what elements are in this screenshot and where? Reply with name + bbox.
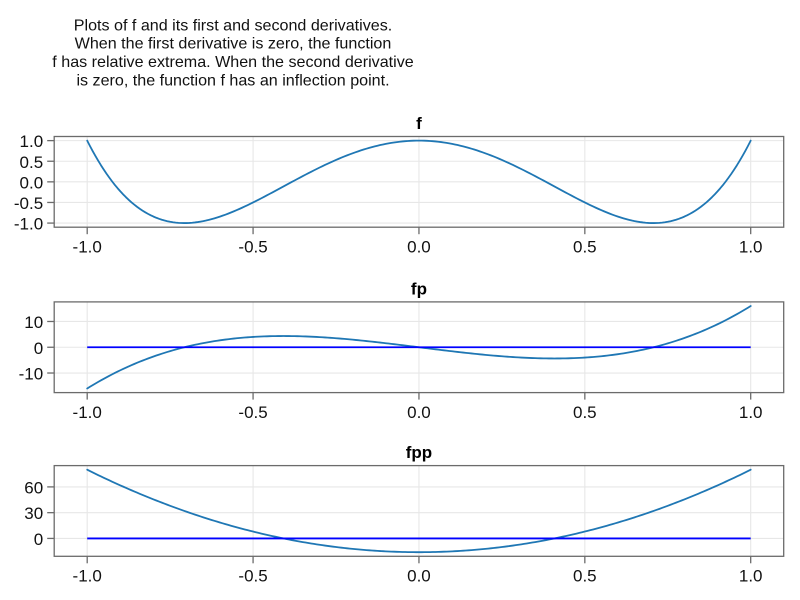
svg-text:-1.0: -1.0 (73, 567, 102, 586)
svg-text:0.5: 0.5 (20, 153, 44, 172)
svg-text:60: 60 (24, 478, 43, 497)
svg-text:-1.0: -1.0 (73, 403, 102, 422)
svg-text:f has relative extrema. When t: f has relative extrema. When the second … (52, 53, 413, 71)
svg-text:10: 10 (24, 313, 43, 332)
svg-text:0.5: 0.5 (573, 238, 597, 257)
svg-text:30: 30 (24, 504, 43, 523)
svg-text:-0.5: -0.5 (238, 567, 267, 586)
svg-text:-0.5: -0.5 (238, 238, 267, 257)
svg-text:-0.5: -0.5 (14, 194, 43, 213)
svg-text:0.5: 0.5 (573, 567, 597, 586)
svg-text:-10: -10 (19, 365, 44, 384)
svg-text:1.0: 1.0 (20, 132, 44, 151)
svg-text:-1.0: -1.0 (14, 215, 43, 234)
svg-text:When the first derivative is z: When the first derivative is zero, the f… (75, 35, 392, 53)
svg-text:0.0: 0.0 (407, 238, 431, 257)
svg-text:1.0: 1.0 (739, 403, 763, 422)
svg-text:-0.5: -0.5 (238, 403, 267, 422)
svg-text:0.0: 0.0 (407, 403, 431, 422)
svg-text:0: 0 (34, 530, 43, 549)
svg-text:1.0: 1.0 (739, 238, 763, 257)
svg-text:Plots of f and its first and s: Plots of f and its first and second deri… (74, 16, 392, 34)
svg-text:fpp: fpp (406, 443, 432, 462)
svg-text:0: 0 (34, 339, 43, 358)
svg-text:is zero, the function f has an: is zero, the function f has an inflectio… (76, 72, 389, 90)
svg-text:1.0: 1.0 (739, 567, 763, 586)
svg-text:fp: fp (411, 279, 427, 298)
svg-text:0.0: 0.0 (20, 173, 44, 192)
svg-text:0.0: 0.0 (407, 567, 431, 586)
svg-text:0.5: 0.5 (573, 403, 597, 422)
svg-text:-1.0: -1.0 (73, 238, 102, 257)
svg-text:f: f (416, 114, 422, 133)
